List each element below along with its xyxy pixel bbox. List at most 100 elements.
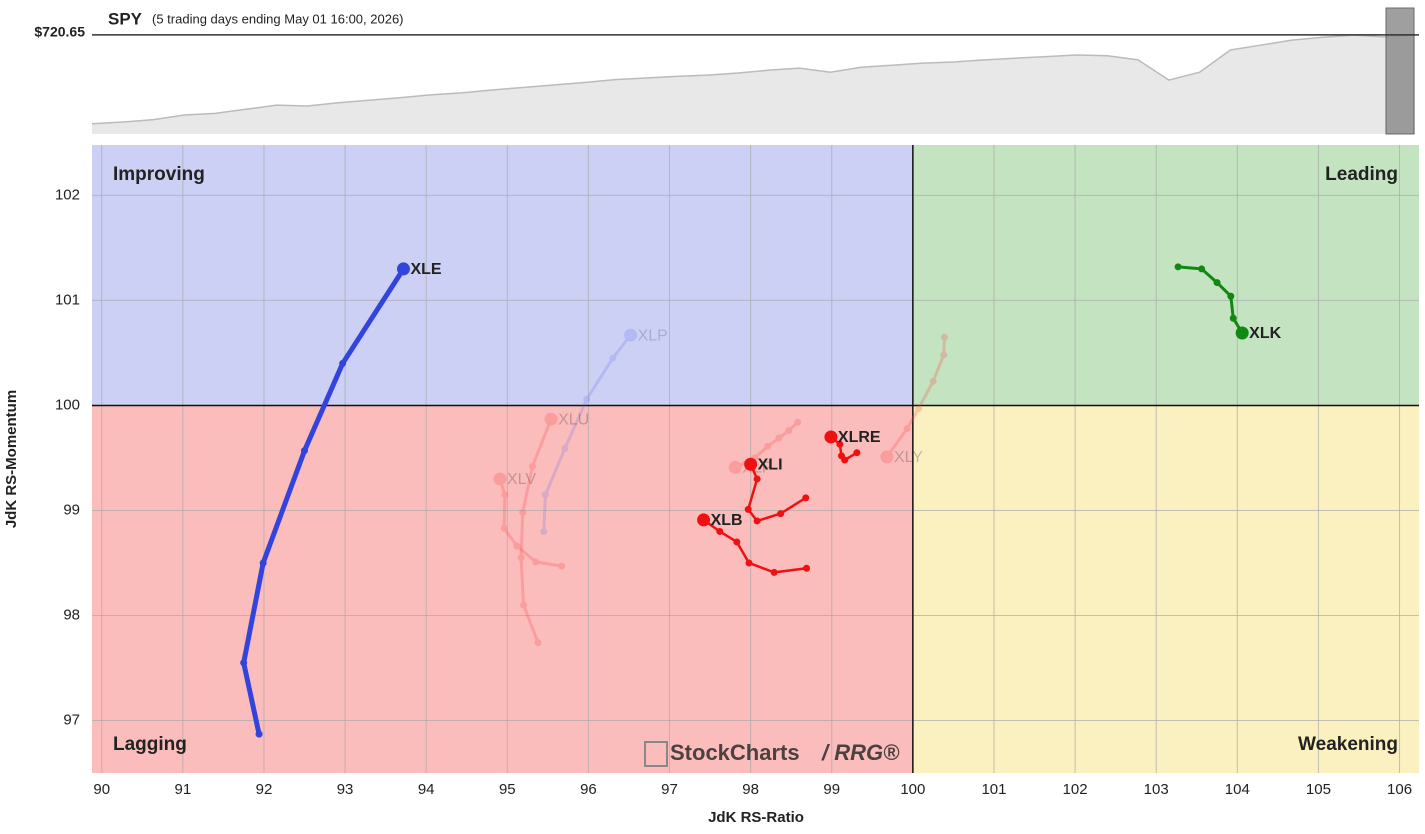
trail-line [519,417,553,645]
trail-point [802,494,810,502]
series-label: XLRE [838,429,881,446]
x-tick-label: 103 [1144,781,1169,798]
trail-point [558,562,566,570]
trail-point [519,509,527,517]
x-tick-label: 106 [1387,781,1412,798]
x-tick-label: 102 [1063,781,1088,798]
quadrant [912,405,1419,773]
trail-point [1229,314,1237,322]
trail-point [532,558,540,566]
trail-head [624,328,638,342]
trail-point [520,601,528,609]
trail-point [903,425,911,433]
trail-point [836,440,844,448]
series-label: XLU [558,411,589,428]
y-axis-title: JdK RS-Momentum [3,390,20,528]
trail-head [544,412,558,426]
y-tick-label: 97 [63,711,80,728]
trail: XLY [880,333,948,466]
watermark: / RRG® [821,740,900,765]
x-tick-label: 105 [1306,781,1331,798]
trail-point [1198,265,1206,273]
reference-label: $720.65 [34,24,85,40]
trail-point [775,434,783,442]
quadrant-label: Weakening [1298,734,1398,755]
x-tick-label: 104 [1225,781,1250,798]
trail-point [339,359,347,367]
x-tick-label: 97 [661,781,678,798]
trail-head [880,450,894,464]
trail-point [609,354,617,362]
x-tick-label: 95 [499,781,516,798]
y-tick-label: 98 [63,606,80,623]
trail: XLU [517,411,589,647]
y-tick-label: 100 [55,396,80,413]
trail-head [396,262,410,276]
trail-point [716,527,724,535]
trail-point [500,524,508,532]
x-tick-label: 91 [175,781,192,798]
series-label: XLB [711,512,743,529]
trail-point [240,659,248,667]
trail-point [301,447,309,455]
trail-point [1213,279,1221,287]
rrg-panel: 90 91 92 93 94 95 96 97 98 99 100 101 102 103 104 105 10… [55,145,1419,798]
spy-title: SPY [108,9,143,28]
trail-point [915,405,923,413]
trail-head [744,457,758,471]
quadrant-label: Lagging [113,734,187,755]
quadrant [912,145,1419,406]
trail-point [517,554,525,562]
x-tick-label: 93 [337,781,354,798]
trail-point [837,452,845,460]
trail-line [498,477,564,568]
trail: XLE [240,261,442,738]
y-tick-label: 99 [63,501,80,518]
spy-line [91,34,1416,125]
x-tick-label: 99 [823,781,840,798]
trail-point [753,475,761,483]
series-label: XLE [410,261,441,278]
trail-point [770,568,778,576]
quadrant-label: Improving [113,164,205,185]
series-label: XLI [758,456,783,473]
y-tick-label: 102 [55,186,80,203]
trail-point [513,542,521,550]
trail-point [255,730,263,738]
trail-point [777,510,785,518]
x-tick-label: 101 [981,781,1006,798]
x-axis-title: JdK RS-Ratio [708,809,804,826]
trail-point [940,333,948,341]
trail-head [1235,326,1249,340]
trail-point [583,395,591,403]
series-label: XLK [1249,325,1281,342]
trail-head [697,513,711,527]
trail-point [744,505,752,513]
trail-point [259,559,267,567]
trail: XLB [697,512,811,576]
x-tick-label: 100 [900,781,925,798]
trail-head [824,430,838,444]
trail-point [534,639,542,647]
trail-point [561,444,569,452]
trail-point [940,351,948,359]
x-tick-label: 94 [418,781,435,798]
trail: XLV [493,471,566,570]
trail-line [241,266,406,737]
trail-point [1227,292,1235,300]
y-tick-label: 101 [55,291,80,308]
watermark: StockCharts [670,740,800,765]
trail: XLK [1174,263,1282,342]
trail-point [541,491,549,499]
quadrant [92,145,913,406]
trail-point [733,538,741,546]
trail-point [929,377,937,385]
trail-point [753,517,761,525]
x-tick-label: 98 [742,781,759,798]
trail-point [501,491,509,499]
x-tick-label: 96 [580,781,597,798]
trail-point [540,527,548,535]
spy-panel: $720.65 [34,7,1419,135]
trail-point [1174,263,1182,271]
